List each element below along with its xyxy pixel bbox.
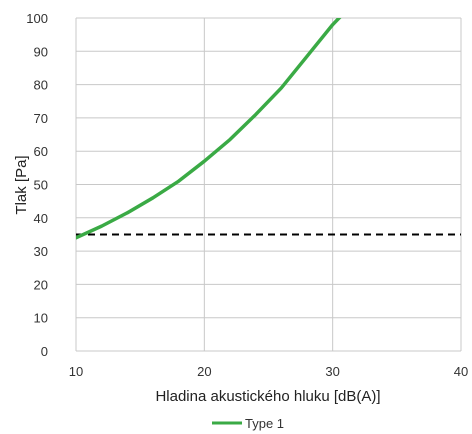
x-tick-label: 30 bbox=[325, 364, 339, 379]
y-tick-label: 50 bbox=[34, 178, 48, 193]
y-tick-label: 80 bbox=[34, 78, 48, 93]
y-tick-label: 40 bbox=[34, 211, 48, 226]
series-line-type-1 bbox=[76, 18, 342, 240]
y-tick-label: 100 bbox=[26, 11, 48, 26]
y-tick-labels: 0 10 20 30 40 50 60 70 80 90 100 bbox=[26, 11, 48, 359]
x-tick-label: 40 bbox=[454, 364, 468, 379]
y-tick-label: 30 bbox=[34, 244, 48, 259]
legend-label-type-1: Type 1 bbox=[245, 416, 284, 431]
plot-area bbox=[76, 18, 461, 240]
y-tick-label: 90 bbox=[34, 44, 48, 59]
y-tick-label: 70 bbox=[34, 111, 48, 126]
y-axis-label: Tlak [Pa] bbox=[13, 155, 30, 214]
x-tick-labels: 10 20 30 40 bbox=[69, 364, 468, 379]
legend: Type 1 bbox=[212, 416, 284, 431]
x-axis-label: Hladina akustického hluku [dB(A)] bbox=[155, 388, 380, 405]
x-tick-label: 20 bbox=[197, 364, 211, 379]
y-tick-label: 20 bbox=[34, 277, 48, 292]
y-tick-label: 60 bbox=[34, 144, 48, 159]
grid bbox=[75, 17, 462, 352]
x-tick-label: 10 bbox=[69, 364, 83, 379]
y-tick-label: 0 bbox=[41, 344, 48, 359]
y-tick-label: 10 bbox=[34, 311, 48, 326]
